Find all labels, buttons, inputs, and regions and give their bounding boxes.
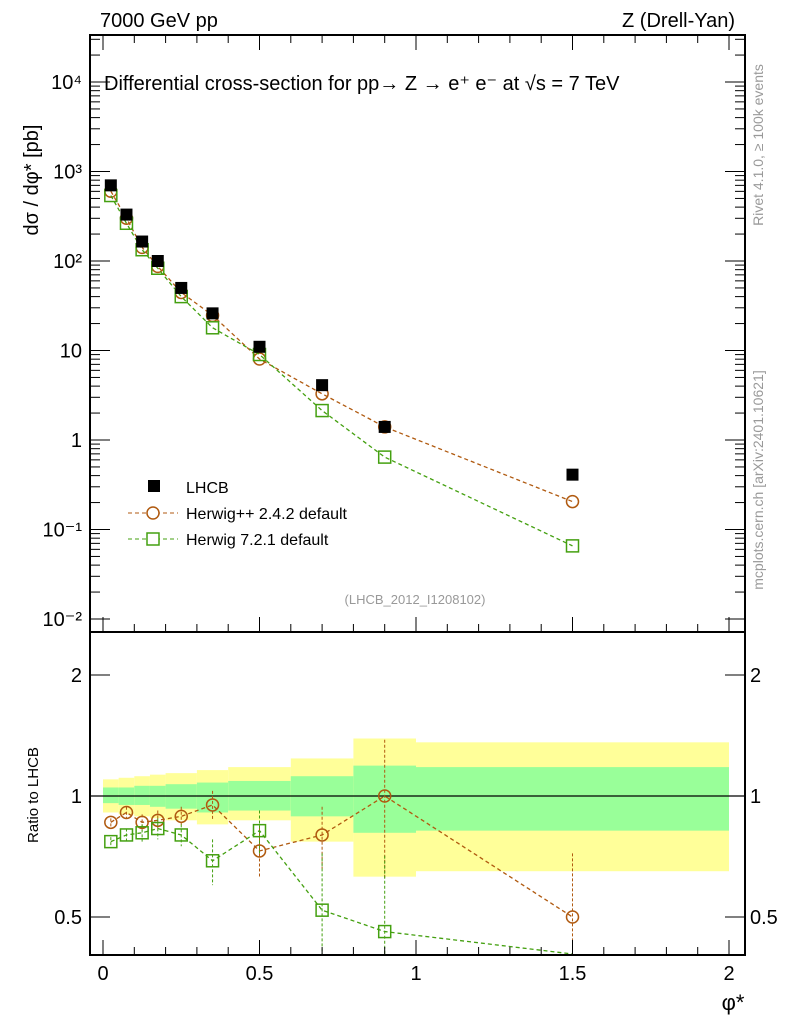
lhcb-point (206, 307, 219, 320)
herwig7-ratio-point (315, 903, 329, 917)
herwigpp-point (565, 494, 580, 509)
lhcb-point (175, 281, 188, 294)
lhcb-point (253, 340, 266, 353)
chart-title: Differential cross-section for pp→ Z → e… (104, 73, 620, 95)
y-tick-label: 10⁻¹ (43, 520, 83, 542)
ratio-tick-label: 2 (71, 665, 82, 687)
band-inner (103, 787, 119, 804)
herwig7-ratio-point (252, 823, 267, 838)
x-tick-label: 2 (723, 963, 734, 985)
herwig7-point (377, 450, 392, 464)
lhcb-point (566, 468, 579, 481)
ratio-axis-label: Ratio to LHCB (25, 747, 42, 843)
x-tick-label: 1.5 (559, 963, 587, 985)
mcplots-label: mcplots.cern.ch [arXiv:2401.10621] (750, 370, 766, 589)
legend-marker-herwig7 (146, 532, 160, 546)
y-tick-label: 10 (60, 341, 82, 363)
legend: LHCB Herwig++ 2.4.2 default Herwig 7.2.1… (128, 480, 348, 549)
analysis-label: (LHCB_2012_I1208102) (345, 592, 486, 607)
herwigpp-ratio-point (565, 910, 580, 924)
herwigpp-ratio-point (315, 828, 329, 842)
herwig7-ratio-point (135, 826, 149, 840)
x-tick-label: 0.5 (246, 963, 274, 985)
header-right: Z (Drell-Yan) (622, 10, 735, 32)
y-tick-label: 10³ (53, 162, 82, 184)
lhcb-point (136, 235, 149, 248)
y-tick-label: 10⁴ (51, 72, 82, 94)
lhcb-point (378, 420, 391, 433)
herwig7-ratio-point (151, 821, 165, 836)
herwigpp-ratio-line (110, 795, 573, 918)
legend-label-lhcb: LHCB (186, 480, 229, 497)
herwig7-point (315, 403, 329, 418)
legend-marker-lhcb (148, 480, 160, 492)
y-tick-label: 10² (53, 251, 82, 273)
y-tick-label: 1 (71, 430, 82, 452)
herwigpp-ratio-point (252, 844, 267, 858)
ratio-tick-label: 1 (71, 786, 82, 808)
ratio-tick-label-right: 0.5 (750, 907, 778, 929)
header-left: 7000 GeV pp (100, 10, 218, 32)
legend-label-herwig7: Herwig 7.2.1 default (186, 532, 329, 549)
ratio-tick-label: 0.5 (54, 907, 82, 929)
herwigpp-ratio-point (174, 809, 188, 824)
herwig7-ratio-point (377, 924, 392, 939)
herwigpp-ratio-point (377, 789, 392, 803)
herwigpp-line (110, 190, 573, 503)
x-tick-label: 0 (97, 963, 108, 985)
herwig7-line (110, 195, 573, 547)
herwig7-point (205, 321, 220, 335)
x-axis-label: φ* (722, 990, 745, 1015)
ratio-tick-label-right: 1 (750, 786, 761, 808)
herwig7-point (565, 539, 580, 553)
lhcb-point (104, 179, 117, 192)
lhcb-point (151, 255, 164, 267)
herwig7-ratio-line (110, 827, 573, 955)
y-tick-label: 10⁻² (43, 609, 83, 631)
x-tick-label: 1 (410, 963, 421, 985)
ratio-frame (89, 631, 746, 956)
herwigpp-ratio-point (104, 815, 118, 830)
herwig7-ratio-point (205, 854, 220, 868)
legend-label-herwigpp: Herwig++ 2.4.2 default (186, 506, 348, 523)
herwig7-ratio-point (174, 828, 188, 842)
rivet-label: Rivet 4.1.0, ≥ 100k events (750, 64, 766, 226)
lhcb-point (316, 379, 329, 392)
band-inner (416, 767, 729, 831)
herwigpp-ratio-point (135, 815, 149, 830)
legend-marker-herwigpp (146, 506, 160, 520)
herwigpp-ratio-point (205, 798, 220, 812)
lhcb-point (120, 208, 133, 221)
herwig7-ratio-point (104, 834, 118, 849)
ratio-tick-label-right: 2 (750, 665, 761, 687)
herwig7-ratio-point (119, 828, 134, 842)
herwigpp-ratio-point (119, 805, 134, 820)
y-axis-label: dσ / dφ* [pb] (21, 125, 43, 236)
band-inner (134, 785, 150, 805)
